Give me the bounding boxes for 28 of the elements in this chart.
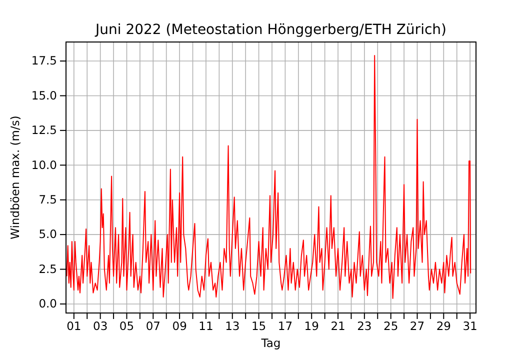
x-tick-label: 25 <box>384 319 398 334</box>
x-tick-label: 01 <box>66 319 82 334</box>
y-tick-label: 7.5 <box>38 192 57 207</box>
y-tick-label: 12.5 <box>31 123 57 138</box>
x-tick-label: 31 <box>462 319 478 334</box>
x-tick-label: 15 <box>251 319 266 334</box>
x-tick-label: 09 <box>172 319 187 334</box>
x-tick-label: 05 <box>119 319 134 334</box>
x-tick-label: 29 <box>436 319 451 334</box>
x-tick-label: 17 <box>278 319 293 334</box>
x-axis-title: Tag <box>260 336 281 350</box>
x-tick-label: 27 <box>410 319 425 334</box>
y-tick-label: 15.0 <box>31 88 57 102</box>
y-axis-title: Windböen max. (m/s) <box>8 116 22 240</box>
x-tick-label: 03 <box>93 319 108 334</box>
y-tick-label: 5.0 <box>38 227 57 242</box>
line-series <box>66 54 472 299</box>
y-tick-label: 0.0 <box>38 296 57 311</box>
x-tick-label: 13 <box>225 319 240 334</box>
x-tick-label: 19 <box>304 319 319 334</box>
y-tick-label: 17.5 <box>31 54 57 68</box>
x-tick-label: 23 <box>357 319 372 334</box>
x-tick-label: 11 <box>198 319 214 334</box>
x-tick-label: 07 <box>146 319 160 334</box>
y-tick-label: 2.5 <box>38 262 57 276</box>
x-tick-label: 21 <box>330 319 346 334</box>
chart-title: Juni 2022 (Meteostation Hönggerberg/ETH Zürich) <box>94 22 446 38</box>
y-tick-label: 10.0 <box>31 158 57 172</box>
